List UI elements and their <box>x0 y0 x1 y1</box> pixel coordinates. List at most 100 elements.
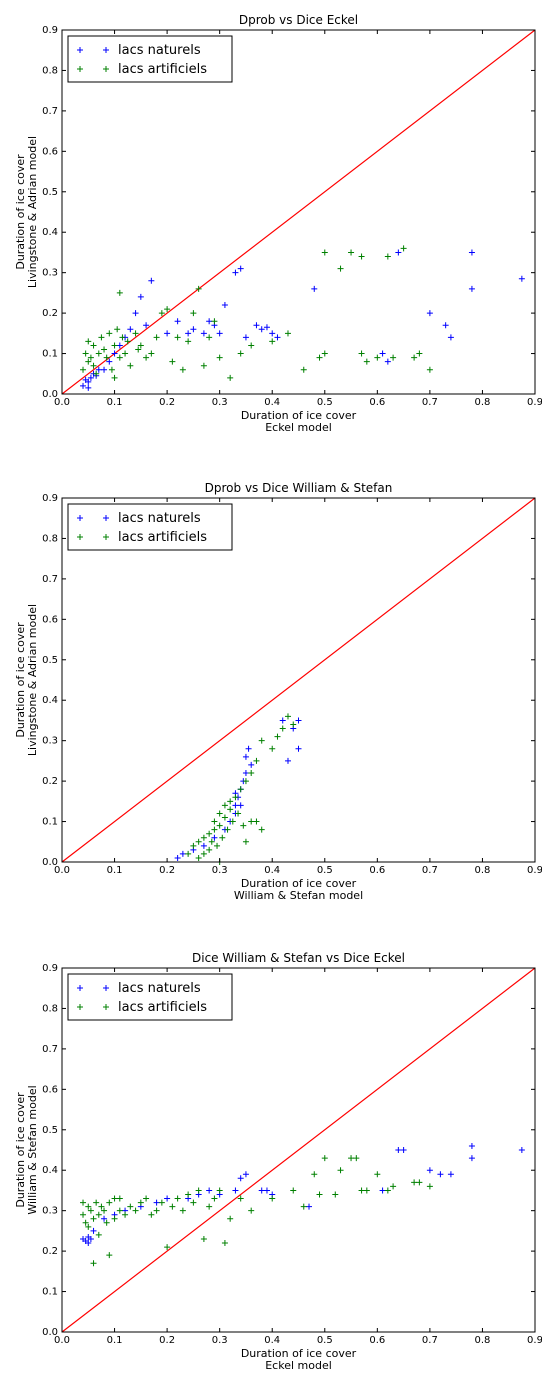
axes-frame <box>61 497 536 863</box>
data-point <box>190 326 197 333</box>
x-tick-label: 0.3 <box>212 1335 228 1346</box>
data-point <box>227 374 234 381</box>
y-tick-label: 0.1 <box>42 349 58 360</box>
data-point <box>95 366 102 373</box>
legend-label: lacs artificiels <box>118 62 207 77</box>
data-point <box>200 834 207 841</box>
data-point <box>85 358 92 365</box>
data-point <box>127 1203 134 1210</box>
data-point <box>200 362 207 369</box>
data-point <box>137 342 144 349</box>
x-axis-label-line-2: Eckel model <box>265 421 332 434</box>
data-point <box>93 1199 100 1206</box>
data-point <box>358 350 365 357</box>
data-point <box>85 384 92 391</box>
legend: lacs naturels lacs artificiels <box>67 973 233 1021</box>
data-point <box>300 1203 307 1210</box>
data-point <box>237 265 244 272</box>
y-tick-label: 0.6 <box>42 1084 58 1095</box>
y-axis-label-line-2: Livingstone & Adrian model <box>26 136 39 288</box>
y-tick-label: 0.2 <box>42 1246 58 1257</box>
data-point <box>390 1183 397 1190</box>
y-tick-label: 0.1 <box>42 817 58 828</box>
y-tick-label: 0.2 <box>42 308 58 319</box>
data-point <box>116 289 123 296</box>
axes-frame <box>61 967 536 1333</box>
legend-marker <box>77 515 109 521</box>
data-point <box>242 770 249 777</box>
data-point <box>332 1191 339 1198</box>
data-point <box>106 1252 113 1259</box>
x-tick-label: 0.5 <box>317 865 333 876</box>
data-point <box>80 1211 87 1218</box>
data-point <box>258 737 265 744</box>
x-tick-label: 0.7 <box>422 865 438 876</box>
x-axis-label-line-1: Duration of ice cover <box>241 877 357 890</box>
data-point <box>316 1191 323 1198</box>
data-point <box>390 354 397 361</box>
data-point <box>253 757 260 764</box>
y-tick-label: 0.9 <box>42 25 58 36</box>
data-point <box>384 358 391 365</box>
data-point <box>80 382 87 389</box>
chart-title: Dprob vs Dice Eckel <box>239 13 358 27</box>
y-tick-label: 0.2 <box>42 776 58 787</box>
data-point <box>211 318 218 325</box>
data-point <box>148 350 155 357</box>
data-point <box>164 1244 171 1251</box>
x-axis-label-line-1: Duration of ice cover <box>241 1347 357 1360</box>
data-point <box>101 366 108 373</box>
data-point <box>90 1227 97 1234</box>
data-point <box>411 1179 418 1186</box>
data-point <box>258 326 265 333</box>
data-point <box>179 1207 186 1214</box>
chart-1: Dprob vs Dice Eckel 0.00.0 0.1 0.1 0.2 0.2 0.3… <box>14 13 542 434</box>
y-tick-label: 0.6 <box>42 614 58 625</box>
data-point <box>237 1175 244 1182</box>
data-point <box>447 334 454 341</box>
data-point <box>82 1219 89 1226</box>
data-point <box>237 1195 244 1202</box>
x-tick-label: 0.8 <box>474 865 490 876</box>
data-point <box>211 826 218 833</box>
legend-label: lacs naturels <box>118 981 201 996</box>
legend-marker <box>77 985 109 991</box>
data-point <box>85 1223 92 1230</box>
y-tick-label: 0.0 <box>42 857 58 868</box>
chart-title: Dprob vs Dice William & Stefan <box>205 481 393 495</box>
x-tick-label: 0.5 <box>317 397 333 408</box>
y-tick-label: 0.5 <box>42 655 58 666</box>
chart-title: Dice William & Stefan vs Dice Eckel <box>192 951 405 965</box>
legend-marker-cross <box>77 985 83 991</box>
data-point <box>232 794 239 801</box>
data-point <box>206 318 213 325</box>
data-point <box>269 745 276 752</box>
data-point <box>274 733 281 740</box>
data-point <box>468 1142 475 1149</box>
data-point <box>235 810 242 817</box>
x-tick-label: 0.5 <box>317 1335 333 1346</box>
x-tick-label: 0.0 <box>54 397 70 408</box>
data-point <box>416 350 423 357</box>
x-tick-label: 0.7 <box>422 397 438 408</box>
legend-label: lacs artificiels <box>118 530 207 545</box>
data-point <box>400 1147 407 1153</box>
data-point <box>437 1171 444 1178</box>
data-point <box>242 1171 249 1178</box>
data-point <box>253 818 260 825</box>
legend: lacs naturels lacs artificiels <box>67 35 233 83</box>
data-point <box>358 1187 365 1194</box>
y-tick-label: 0.8 <box>42 65 58 76</box>
y-tick-label: 0.5 <box>42 1125 58 1136</box>
data-point <box>248 818 255 825</box>
y-tick-label: 0.7 <box>42 574 58 585</box>
y-tick-label: 0.8 <box>42 533 58 544</box>
data-point <box>185 850 192 857</box>
data-point <box>169 1203 176 1210</box>
data-point <box>206 1203 213 1210</box>
legend-marker <box>77 1004 109 1010</box>
data-point <box>242 753 249 760</box>
legend-box <box>67 503 233 551</box>
x-tick-label: 0.8 <box>474 1335 490 1346</box>
legend-marker-cross <box>77 47 83 53</box>
